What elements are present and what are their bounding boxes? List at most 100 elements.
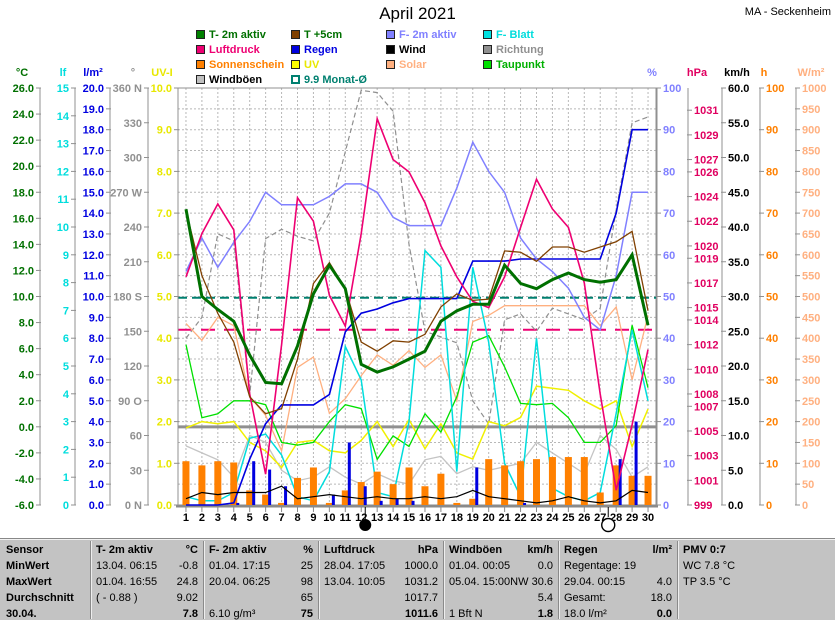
cell-text: PMV 0:7 <box>683 544 726 556</box>
legend-color-box <box>483 60 492 69</box>
table-cell: Durchschnitt <box>6 590 86 606</box>
svg-text:20: 20 <box>766 417 778 429</box>
table-cell: 01.04. 16:55 24.8 <box>96 574 198 590</box>
cell-value: 0.0 <box>537 560 553 572</box>
legend-item-8[interactable]: Sonnenschein <box>196 57 291 72</box>
svg-text:250: 250 <box>802 396 820 408</box>
svg-text:60: 60 <box>663 250 675 262</box>
axis--c-L: 26.0 24.0 22.0 20.0 18.0 16.0 14.0 12.0 10.0 8.0 6… <box>13 67 41 512</box>
cell-value: 18.0 <box>650 592 672 604</box>
svg-text:10: 10 <box>57 222 69 234</box>
table-cell: WC 7.8 °C <box>683 558 829 574</box>
svg-text:0.0: 0.0 <box>728 500 743 512</box>
svg-text:1029: 1029 <box>694 130 718 142</box>
svg-text:30: 30 <box>663 375 675 387</box>
svg-text:10.0: 10.0 <box>13 292 34 304</box>
legend-label: Regen <box>304 43 338 56</box>
cell-value: l/m² <box>652 544 672 556</box>
axis-unit-label: km/h <box>724 67 750 79</box>
legend-item-7[interactable]: Richtung <box>483 42 603 57</box>
svg-text:11.0: 11.0 <box>83 271 104 283</box>
legend-item-9[interactable]: UV <box>291 57 386 72</box>
svg-text:180 S: 180 S <box>113 292 142 304</box>
svg-text:80: 80 <box>663 166 675 178</box>
cell-text: MaxWert <box>6 576 52 588</box>
svg-text:850: 850 <box>802 146 820 158</box>
chart-grid <box>178 88 656 505</box>
day-label: 10 <box>323 512 335 524</box>
cell-value: 24.8 <box>176 576 198 588</box>
cell-text: F- 2m aktiv <box>209 544 267 556</box>
cell-value: 30.6 <box>531 576 553 588</box>
cell-text: 30.04. <box>6 608 37 620</box>
day-label: 17 <box>435 512 447 524</box>
legend-item-10[interactable]: Solar <box>386 57 483 72</box>
axis-uv-i-L: 10.0 9.0 8.0 7.0 6.0 5.0 4.0 3.0 2.0 1.0 0.0 UV-I <box>151 67 179 512</box>
cell-value: 1000.0 <box>404 560 438 572</box>
legend-item-5[interactable]: Regen <box>291 42 386 57</box>
svg-text:4.0: 4.0 <box>19 370 34 382</box>
legend-item-0[interactable]: T- 2m aktiv <box>196 27 291 42</box>
legend-item-2[interactable]: F- 2m aktiv <box>386 27 483 42</box>
svg-text:90 O: 90 O <box>118 396 142 408</box>
svg-text:1017: 1017 <box>694 278 718 290</box>
svg-text:55.0: 55.0 <box>728 118 749 130</box>
svg-text:30.0: 30.0 <box>728 292 749 304</box>
legend-color-box <box>386 60 395 69</box>
table-cell: 7.8 <box>96 606 198 620</box>
legend-label: Windböen <box>209 73 263 86</box>
legend-color-box <box>386 30 395 39</box>
svg-text:150: 150 <box>802 437 820 449</box>
table-cell <box>683 590 829 606</box>
cell-text: TP 3.5 °C <box>683 576 731 588</box>
table-cell: 01.04. 17:15 25 <box>209 558 313 574</box>
cell-text: Windböen <box>449 544 503 556</box>
legend-item-11[interactable]: Taupunkt <box>483 57 603 72</box>
cell-text: 1 Bft N <box>449 608 483 620</box>
legend-color-box <box>196 30 205 39</box>
svg-text:1010: 1010 <box>694 364 718 376</box>
cell-text: Regen <box>564 544 598 556</box>
svg-text:1008: 1008 <box>694 389 718 401</box>
svg-text:0: 0 <box>663 500 669 512</box>
cell-value: 5.4 <box>537 592 553 604</box>
svg-text:0: 0 <box>63 500 69 512</box>
cell-text: 13.04. 10:05 <box>324 576 386 588</box>
cell-value: 0.0 <box>656 608 672 620</box>
cell-text: 18.0 l/m² <box>564 608 607 620</box>
series-regen-summe <box>186 128 648 506</box>
svg-text:5.0: 5.0 <box>728 465 743 477</box>
legend-label: T +5cm <box>304 28 343 41</box>
legend-color-box <box>483 45 492 54</box>
svg-text:7: 7 <box>63 305 69 317</box>
table-cell: Gesamt: 18.0 <box>564 590 672 606</box>
axis-unit-label: UV-I <box>151 67 172 79</box>
svg-text:18.0: 18.0 <box>13 187 34 199</box>
legend-item-13[interactable]: 9.9 Monat-Ø <box>291 72 386 87</box>
cell-value: 1031.2 <box>404 576 438 588</box>
svg-text:7.0: 7.0 <box>89 354 104 366</box>
svg-text:10.0: 10.0 <box>728 431 749 443</box>
svg-text:-6.0: -6.0 <box>15 500 34 512</box>
chart-legend: T- 2m aktiv T +5cm F- 2m aktiv F- Blatt Luft… <box>196 27 603 87</box>
legend-item-1[interactable]: T +5cm <box>291 27 386 42</box>
legend-item-12[interactable]: Windböen <box>196 72 291 87</box>
svg-text:3.0: 3.0 <box>89 437 104 449</box>
legend-item-6[interactable]: Wind <box>386 42 483 57</box>
svg-text:4.0: 4.0 <box>157 333 172 345</box>
svg-text:8.0: 8.0 <box>157 166 172 178</box>
svg-text:8: 8 <box>63 278 69 290</box>
table-column-6: PMV 0:7 WC 7.8 °C TP 3.5 °C <box>683 542 829 620</box>
day-label: 20 <box>483 512 495 524</box>
svg-text:11: 11 <box>57 194 69 206</box>
svg-text:13: 13 <box>57 139 69 151</box>
legend-item-3[interactable]: F- Blatt <box>483 27 603 42</box>
table-cell: 20.04. 06:25 98 <box>209 574 313 590</box>
legend-item-4[interactable]: Luftdruck <box>196 42 291 57</box>
cell-value: 1011.6 <box>404 608 438 620</box>
svg-text:90: 90 <box>766 125 778 137</box>
svg-text:400: 400 <box>802 333 820 345</box>
svg-text:8.0: 8.0 <box>89 333 104 345</box>
